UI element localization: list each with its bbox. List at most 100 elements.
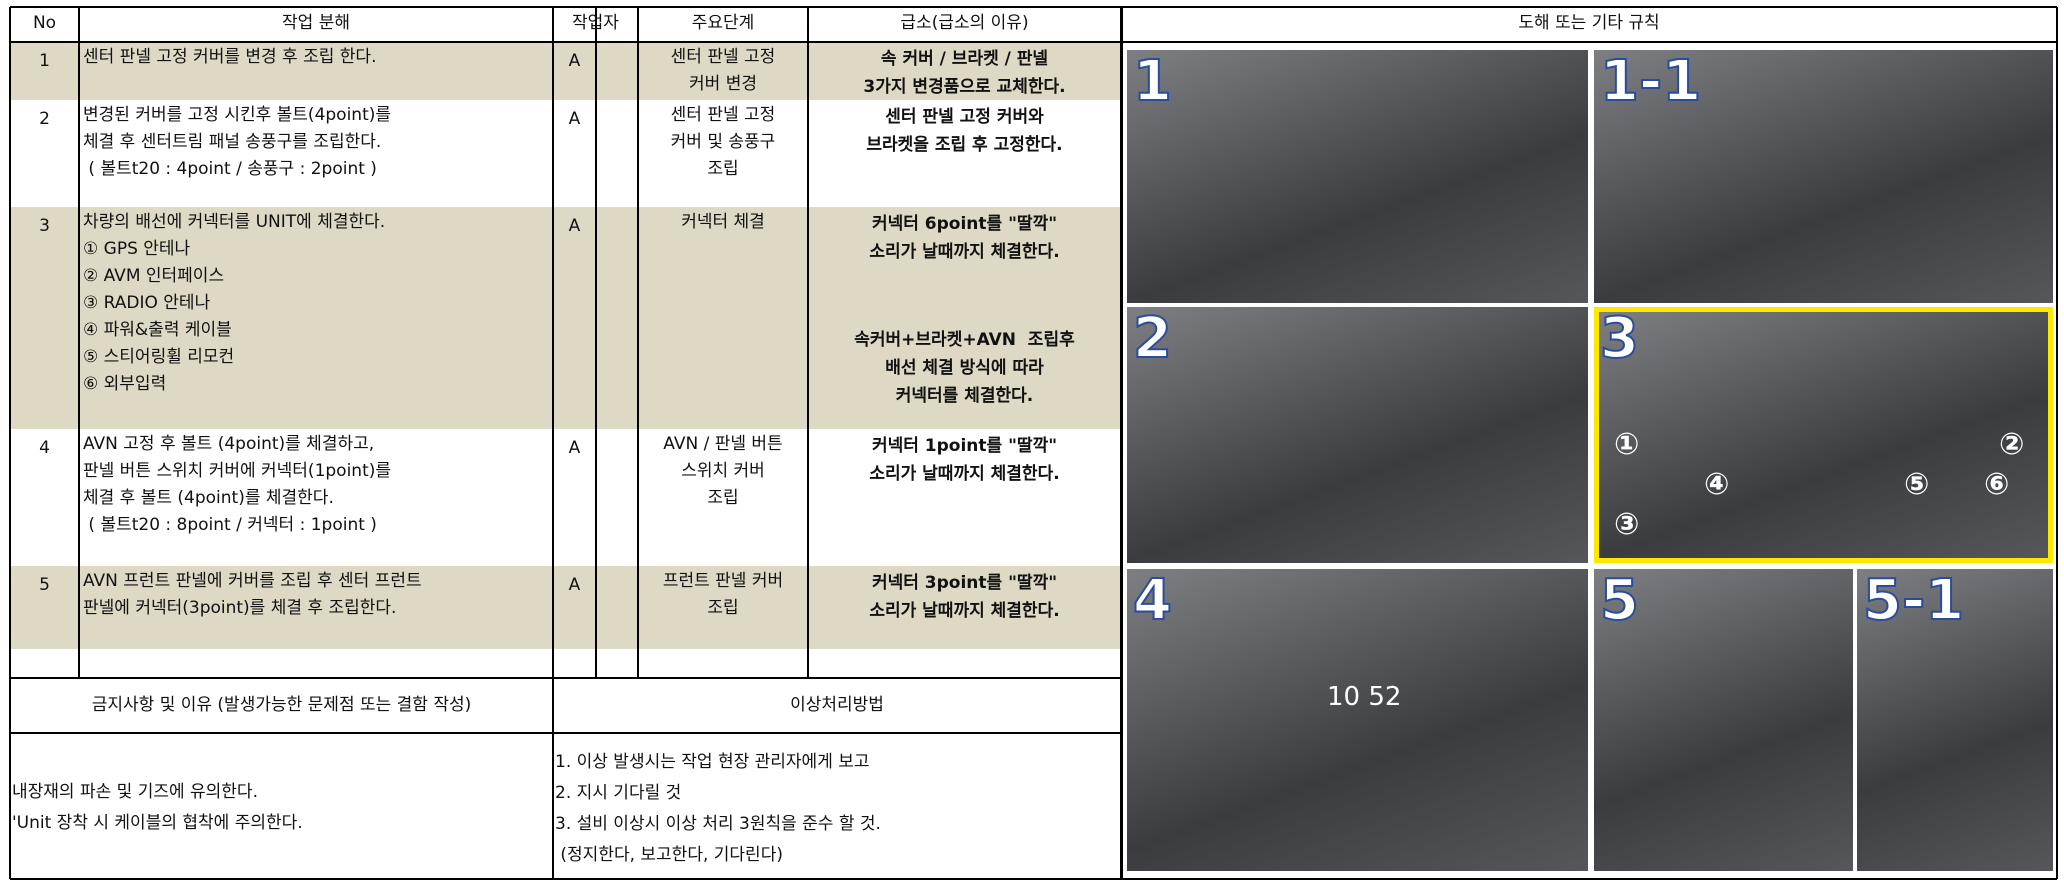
figure-photo (1594, 569, 1853, 871)
key-point: 배선 체결 방식에 따라 (885, 358, 1044, 378)
figure-photo (1594, 307, 2053, 563)
key-point: 센터 판넬 고정 커버와 (885, 107, 1044, 127)
key-step: 커버 변경 (689, 74, 757, 94)
prohibition-item: 'Unit 장착 시 케이블의 협착에 주의한다. (12, 813, 303, 833)
step-text: ⑤ 스티어링휠 리모컨 (83, 347, 235, 367)
key-point: 속 커버 / 브라켓 / 판넬 (880, 49, 1049, 69)
key-point: 커넥터 1point를 "딸깍" (871, 436, 1058, 456)
prohibitions-header: 금지사항 및 이유 (발생가능한 문제점 또는 결함 작성) (91, 695, 472, 715)
step-text: ④ 파워&출력 케이블 (83, 320, 232, 340)
figure-marker: ⑤ (1904, 467, 1930, 502)
figure-display: 10 52 (1327, 682, 1402, 712)
worker: A (568, 51, 581, 71)
rule (595, 7, 597, 678)
figure-marker: ① (1614, 427, 1640, 462)
key-step: AVN / 판넬 버튼 (663, 434, 783, 454)
step-text: 센터 판넬 고정 커버를 변경 후 조립 한다. (83, 47, 377, 67)
row-bg (10, 207, 1121, 429)
key-point: 커넥터 3point를 "딸깍" (871, 573, 1058, 593)
figure-marker: ③ (1614, 507, 1640, 542)
step-text: ① GPS 안테나 (83, 239, 191, 259)
key-point: 소리가 날때까지 체결한다. (869, 242, 1060, 262)
key-point: 속커버+브라켓+AVN 조립후 (854, 330, 1075, 350)
key-step: 조립 (707, 159, 739, 179)
abnormal-header: 이상처리방법 (790, 695, 884, 715)
column-header: 도해 또는 기타 규칙 (1518, 13, 1660, 33)
step-text: 차량의 배선에 커넥터를 UNIT에 체결한다. (83, 212, 386, 232)
key-point: 소리가 날때까지 체결한다. (869, 601, 1060, 621)
figure-marker: ② (1999, 427, 2025, 462)
rule (552, 7, 554, 879)
step-text: 판넬에 커넥터(3point)를 체결 후 조립한다. (83, 598, 397, 618)
worker: A (568, 438, 581, 458)
rule (807, 7, 809, 678)
key-step: 조립 (707, 488, 739, 508)
key-step: 스위치 커버 (681, 461, 765, 481)
abnormal-item: (정지한다, 보고한다, 기다린다) (555, 845, 783, 865)
step-text: 변경된 커버를 고정 시킨후 볼트(4point)를 (83, 105, 392, 125)
step-text: AVN 프런트 판넬에 커버를 조립 후 센터 프런트 (83, 571, 422, 591)
row-number: 5 (39, 575, 50, 595)
key-step: 센터 판넬 고정 (670, 105, 776, 125)
step-text: AVN 고정 후 볼트 (4point)를 체결하고, (83, 434, 375, 454)
figure-label: 5-1 (1862, 568, 1965, 633)
abnormal-item: 1. 이상 발생시는 작업 현장 관리자에게 보고 (555, 752, 870, 772)
rule (1119, 7, 1123, 879)
figure-marker: ④ (1704, 467, 1730, 502)
figure-label: 1-1 (1599, 49, 1702, 114)
figure-label: 2 (1132, 306, 1173, 371)
step-text: ( 볼트t20 : 8point / 커넥터 : 1point ) (83, 515, 377, 535)
rule (10, 878, 2057, 880)
column-header: No (32, 13, 57, 33)
key-step: 프런트 판넬 커버 (662, 571, 784, 591)
figure-label: 3 (1599, 306, 1640, 371)
key-step: 조립 (707, 598, 739, 618)
step-text: ( 볼트t20 : 4point / 송풍구 : 2point ) (83, 159, 377, 179)
abnormal-item: 2. 지시 기다릴 것 (555, 783, 682, 803)
worker: A (568, 109, 581, 129)
worker: A (568, 575, 581, 595)
key-point: 3가지 변경품으로 교체한다. (863, 77, 1066, 97)
abnormal-item: 3. 설비 이상시 이상 처리 3원칙을 준수 할 것. (555, 814, 881, 834)
figure-photo (1857, 569, 2053, 871)
step-text: ③ RADIO 안테나 (83, 293, 211, 313)
column-header: 급소(급소의 이유) (900, 13, 1029, 33)
figure-photo (1127, 50, 1588, 303)
rule (10, 41, 2057, 43)
column-header: 작업 분해 (282, 13, 350, 33)
step-text: 체결 후 센터트림 패널 송풍구를 조립한다. (83, 132, 382, 152)
row-bg (10, 42, 1121, 100)
column-header: 주요단계 (691, 13, 755, 33)
row-number: 3 (39, 216, 50, 236)
prohibition-item: 내장재의 파손 및 기즈에 유의한다. (12, 782, 258, 802)
step-text: 판넬 버튼 스위치 커버에 커넥터(1point)를 (83, 461, 392, 481)
key-point: 커넥터를 체결한다. (895, 386, 1034, 406)
row-number: 4 (39, 438, 50, 458)
worker: A (568, 216, 581, 236)
key-point: 브라켓을 조립 후 고정한다. (866, 135, 1063, 155)
figure-label: 1 (1132, 49, 1173, 114)
rule (2056, 7, 2058, 879)
figure-photo (1127, 307, 1588, 563)
key-step: 커넥터 체결 (681, 212, 765, 232)
step-text: 체결 후 볼트 (4point)를 체결한다. (83, 488, 334, 508)
rule (10, 6, 2057, 8)
step-text: ② AVM 인터페이스 (83, 266, 225, 286)
key-step: 커버 및 송풍구 (670, 132, 776, 152)
figure-label: 5 (1599, 568, 1640, 633)
rule (637, 7, 639, 678)
rule (78, 7, 80, 678)
rule (9, 7, 11, 879)
figure-marker: ⑥ (1984, 467, 2010, 502)
column-header: 작업자 (572, 13, 619, 33)
row-number: 1 (39, 51, 50, 71)
key-step: 센터 판넬 고정 (670, 47, 776, 67)
figure-label: 4 (1132, 568, 1173, 633)
key-point: 소리가 날때까지 체결한다. (869, 464, 1060, 484)
rule (10, 732, 1121, 734)
figure-photo (1127, 569, 1588, 871)
figure-photo (1594, 50, 2053, 303)
row-bg (10, 566, 1121, 649)
key-point: 커넥터 6point를 "딸깍" (871, 214, 1058, 234)
